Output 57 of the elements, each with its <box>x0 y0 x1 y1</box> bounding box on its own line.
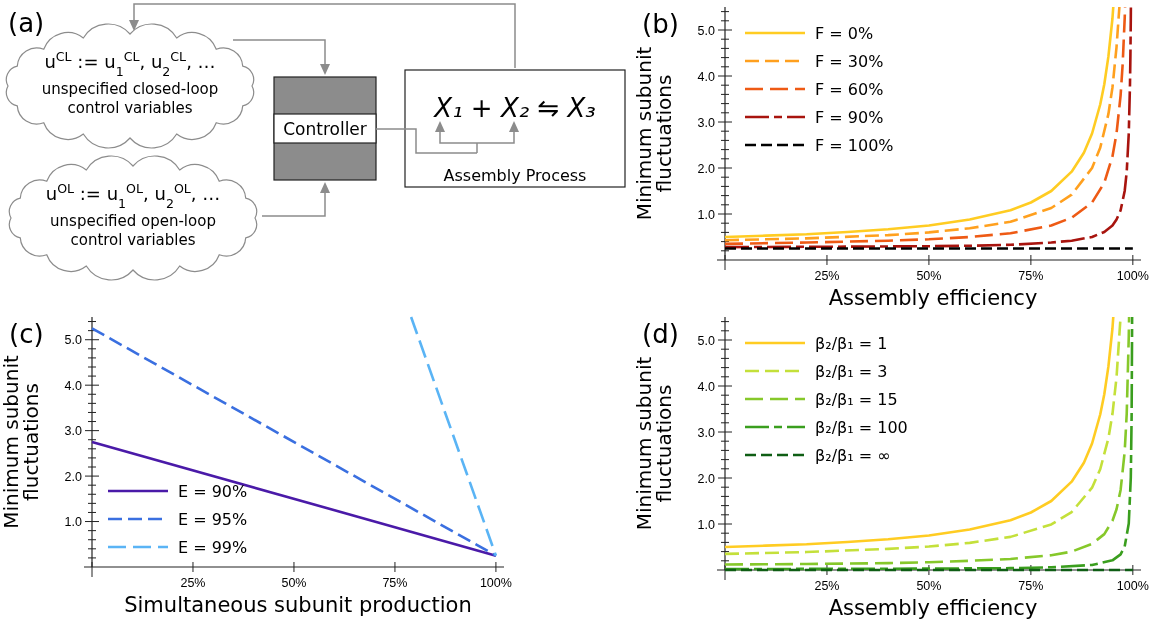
text: u$^{CL}$ := u$_{1}$$^{CL}$, u$_{2}$$^{CL}$, … <box>44 48 216 79</box>
x-tick-label: 25% <box>180 576 206 590</box>
legend-label: β₂/β₁ = 15 <box>815 390 898 409</box>
legend-label: F = 30% <box>815 52 884 71</box>
x-tick-label: 100% <box>1116 269 1149 283</box>
text: (a) <box>8 8 45 38</box>
x-axis-title: Simultaneous subunit production <box>124 593 472 617</box>
x-tick-label: 75% <box>382 576 408 590</box>
y-axis-title: Minimum subunit fluctuations <box>632 46 676 221</box>
text: Assembly Process <box>443 166 587 185</box>
y-tick-label: 5.0 <box>697 23 716 38</box>
legend-label: E = 95% <box>178 510 248 529</box>
legend-label: β₂/β₁ = 3 <box>815 362 888 381</box>
y-tick-label: 2.0 <box>697 471 716 486</box>
legend-label: β₂/β₁ = 100 <box>815 418 908 437</box>
legend-label: F = 0% <box>815 24 874 43</box>
text: unspecified open-loop control variables <box>50 212 216 249</box>
legend-label: E = 99% <box>178 538 248 557</box>
x-tick-label: 100% <box>1116 579 1149 593</box>
x-tick-label: 100% <box>479 576 512 590</box>
y-tick-label: 2.0 <box>697 161 716 176</box>
legend-label: E = 90% <box>178 482 248 501</box>
y-axis-title: Minimum subunit fluctuations <box>632 356 676 531</box>
y-tick-label: 1.0 <box>697 517 716 532</box>
y-tick-label: 5.0 <box>697 333 716 348</box>
x-tick-label: 75% <box>1018 269 1044 283</box>
x-tick-label: 50% <box>916 579 942 593</box>
y-tick-label: 4.0 <box>697 379 716 394</box>
y-tick-label: 1.0 <box>697 207 716 222</box>
y-tick-label: 3.0 <box>697 425 716 440</box>
x-axis-title: Assembly efficiency <box>828 596 1038 620</box>
y-tick-label: 3.0 <box>697 115 716 130</box>
y-axis-title: Minimum subunit fluctuations <box>0 355 43 529</box>
x-tick-label: 25% <box>814 579 840 593</box>
legend-label: F = 100% <box>815 136 894 155</box>
legend-label: F = 90% <box>815 108 884 127</box>
x-tick-label: 50% <box>916 269 942 283</box>
text: unspecified closed-loop control variables <box>41 80 219 117</box>
x-tick-label: 25% <box>814 269 840 283</box>
text: X₁ + X₂ ⇋ X₃ <box>432 93 596 123</box>
y-tick-label: 5.0 <box>64 333 83 348</box>
x-axis-title: Assembly efficiency <box>828 286 1038 310</box>
y-tick-label: 3.0 <box>64 424 83 439</box>
chart-title: (d) <box>642 319 679 349</box>
y-tick-label: 4.0 <box>64 378 83 393</box>
legend-label: F = 60% <box>815 80 884 99</box>
y-tick-label: 2.0 <box>64 469 83 484</box>
y-tick-label: 4.0 <box>697 69 716 84</box>
text: Controller <box>283 119 367 139</box>
x-tick-label: 50% <box>281 576 307 590</box>
y-tick-label: 1.0 <box>64 515 83 530</box>
text: u$^{OL}$ := u$_{1}$$^{OL}$, u$_{2}$$^{OL}$, … <box>45 180 221 211</box>
x-tick-label: 75% <box>1018 579 1044 593</box>
legend-label: β₂/β₁ = ∞ <box>815 446 891 465</box>
legend-label: β₂/β₁ = 1 <box>815 334 888 353</box>
chart-title: (c) <box>9 319 44 349</box>
chart-title: (b) <box>642 9 679 39</box>
